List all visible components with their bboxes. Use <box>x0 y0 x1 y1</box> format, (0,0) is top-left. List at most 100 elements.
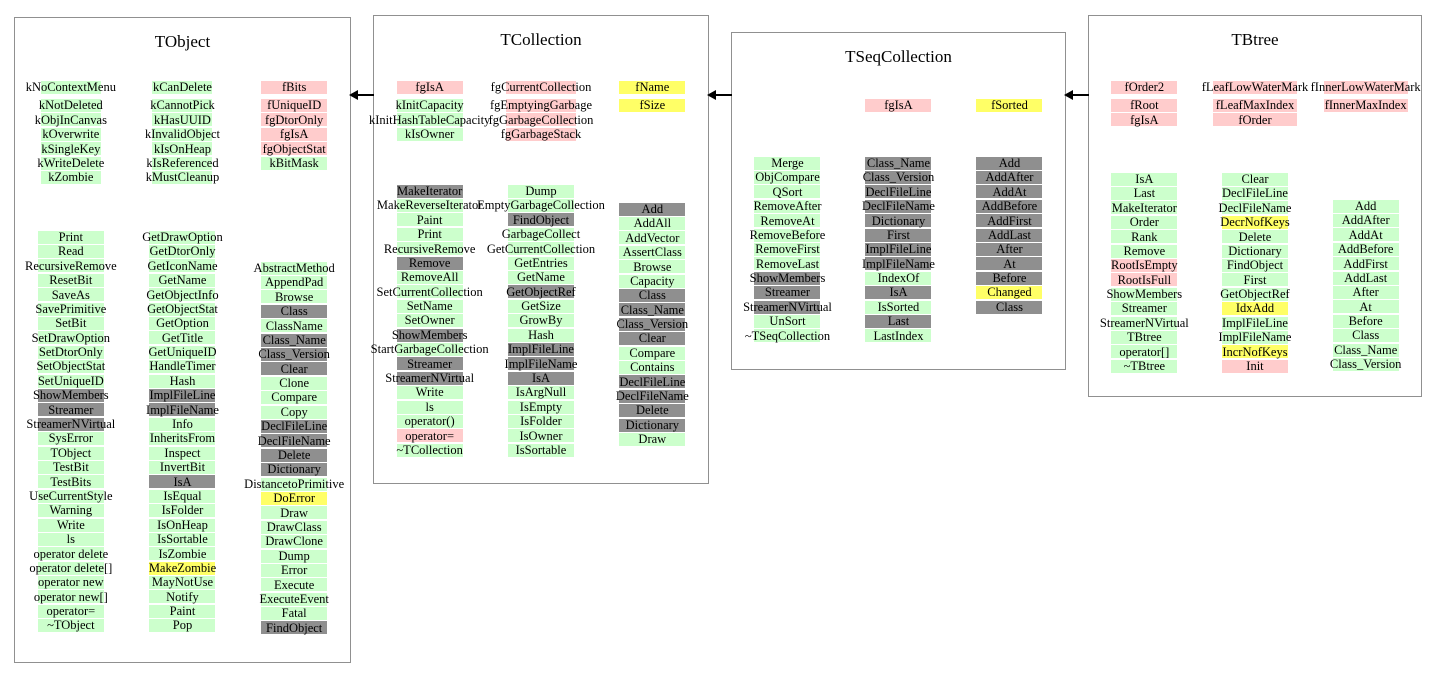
member-cell[interactable]: kInitHashTableCapacity <box>369 113 490 127</box>
method-cell[interactable]: Warning <box>15 503 127 518</box>
method-cell[interactable]: Fatal <box>238 606 350 621</box>
method-cell[interactable]: GetDrawOption <box>127 230 239 244</box>
method-cell[interactable]: Info <box>127 417 239 431</box>
method-cell[interactable]: Write <box>15 518 127 532</box>
method-cell[interactable]: DeclFileName <box>597 389 708 403</box>
method-cell[interactable]: Paint <box>374 213 485 227</box>
method-cell[interactable]: UnSort <box>732 314 843 328</box>
method-cell[interactable]: DrawClass <box>238 520 350 534</box>
method-cell[interactable]: MakeIterator <box>374 184 485 198</box>
method-cell[interactable]: DrawClone <box>238 534 350 549</box>
method-cell[interactable]: operator delete <box>15 547 127 561</box>
method-cell[interactable]: TBtree <box>1089 330 1200 344</box>
method-cell[interactable]: Compare <box>238 391 350 405</box>
method-cell[interactable]: IncrNofKeys <box>1200 345 1311 359</box>
method-cell[interactable]: AssertClass <box>597 245 708 259</box>
method-cell[interactable]: FindObject <box>238 621 350 635</box>
member-cell[interactable]: kCannotPick <box>127 98 239 113</box>
method-cell[interactable]: DeclFileLine <box>597 375 708 389</box>
method-cell[interactable]: AddAll <box>597 216 708 231</box>
method-cell[interactable]: Init <box>1200 359 1311 373</box>
method-cell[interactable]: First <box>1200 273 1311 287</box>
method-cell[interactable]: GetSize <box>485 299 596 313</box>
method-cell[interactable]: SetDtorOnly <box>15 345 127 359</box>
method-cell[interactable]: Print <box>15 230 127 244</box>
method-cell[interactable]: DecrNofKeys <box>1200 215 1311 229</box>
method-cell[interactable]: operator() <box>374 414 485 428</box>
method-cell[interactable]: Class_Version <box>597 317 708 331</box>
method-cell[interactable]: AddVector <box>597 231 708 245</box>
method-cell[interactable]: SetUniqueID <box>15 374 127 388</box>
method-cell[interactable]: At <box>1310 300 1421 314</box>
method-cell[interactable]: SetBit <box>15 316 127 331</box>
method-cell[interactable]: Streamer <box>1089 302 1200 316</box>
method-cell[interactable]: Delete <box>238 448 350 462</box>
member-cell[interactable]: fOrder <box>1200 113 1311 127</box>
method-cell[interactable]: HandleTimer <box>127 360 239 374</box>
method-cell[interactable]: Class_Version <box>238 347 350 362</box>
method-cell[interactable]: ImplFileLine <box>843 242 954 257</box>
method-cell[interactable]: operator= <box>15 604 127 618</box>
method-cell[interactable]: DeclFileLine <box>843 185 954 199</box>
class-title-tcollection[interactable]: TCollection <box>500 30 582 49</box>
method-cell[interactable]: Changed <box>954 286 1065 300</box>
method-cell[interactable]: Delete <box>1200 230 1311 244</box>
method-cell[interactable]: GetName <box>485 270 596 285</box>
method-cell[interactable]: Streamer <box>374 357 485 371</box>
method-cell[interactable]: InvertBit <box>127 460 239 474</box>
member-cell[interactable]: kObjInCanvas <box>15 113 127 127</box>
method-cell[interactable]: RecursiveRemove <box>374 242 485 256</box>
member-cell[interactable]: fgGarbageCollection <box>485 113 596 127</box>
method-cell[interactable]: IsSortable <box>485 443 596 457</box>
method-cell[interactable]: Pop <box>127 619 239 633</box>
member-cell[interactable]: kInitCapacity <box>374 98 485 113</box>
method-cell[interactable]: Dump <box>485 184 596 198</box>
method-cell[interactable]: Error <box>238 563 350 577</box>
method-cell[interactable]: At <box>954 257 1065 271</box>
method-cell[interactable]: Streamer <box>732 286 843 300</box>
method-cell[interactable]: Class <box>597 288 708 303</box>
method-cell[interactable]: GetObjectInfo <box>127 288 239 302</box>
method-cell[interactable]: AddBefore <box>1310 242 1421 256</box>
class-title-tseqcollection[interactable]: TSeqCollection <box>845 47 952 66</box>
method-cell[interactable]: DeclFileName <box>1200 201 1311 215</box>
method-cell[interactable]: Before <box>954 271 1065 285</box>
method-cell[interactable]: Write <box>374 385 485 400</box>
method-cell[interactable]: TestBit <box>15 460 127 474</box>
method-cell[interactable]: SetObjectStat <box>15 360 127 374</box>
method-cell[interactable]: MayNotUse <box>127 575 239 590</box>
member-cell[interactable]: kOverwrite <box>15 127 127 141</box>
method-cell[interactable]: ShowMembers <box>15 388 127 402</box>
method-cell[interactable]: MakeIterator <box>1089 201 1200 215</box>
member-cell[interactable]: fSorted <box>954 98 1065 112</box>
method-cell[interactable]: ImplFileLine <box>1200 316 1311 330</box>
member-cell[interactable]: kWriteDelete <box>15 156 127 170</box>
method-cell[interactable]: ExecuteEvent <box>238 592 350 606</box>
method-cell[interactable]: Add <box>597 202 708 216</box>
member-cell[interactable]: fSize <box>597 98 708 113</box>
method-cell[interactable]: IsSortable <box>127 532 239 546</box>
method-cell[interactable]: ImplFileLine <box>485 342 596 356</box>
method-cell[interactable]: TObject <box>15 446 127 460</box>
method-cell[interactable]: IsEqual <box>127 489 239 503</box>
method-cell[interactable]: Order <box>1089 215 1200 229</box>
method-cell[interactable]: EmptyGarbageCollection <box>477 198 605 213</box>
method-cell[interactable]: Browse <box>238 290 350 304</box>
method-cell[interactable]: Before <box>1310 314 1421 328</box>
method-cell[interactable]: GetEntries <box>485 256 596 270</box>
method-cell[interactable]: AbstractMethod <box>238 261 350 275</box>
method-cell[interactable]: Remove <box>1089 244 1200 258</box>
method-cell[interactable]: StreamerNVirtual <box>15 417 127 431</box>
method-cell[interactable]: MakeZombie <box>127 561 239 575</box>
method-cell[interactable]: Clear <box>597 332 708 346</box>
method-cell[interactable]: ObjCompare <box>732 170 843 185</box>
method-cell[interactable]: Class_Name <box>597 303 708 317</box>
method-cell[interactable]: GetIconName <box>127 259 239 273</box>
method-cell[interactable]: Class_Version <box>1310 357 1421 371</box>
method-cell[interactable]: DoError <box>238 491 350 505</box>
method-cell[interactable]: ls <box>15 532 127 546</box>
method-cell[interactable]: TestBits <box>15 475 127 489</box>
method-cell[interactable]: GetUniqueID <box>127 345 239 359</box>
member-cell[interactable]: fLeafMaxIndex <box>1200 98 1311 113</box>
method-cell[interactable]: Dictionary <box>1200 244 1311 258</box>
